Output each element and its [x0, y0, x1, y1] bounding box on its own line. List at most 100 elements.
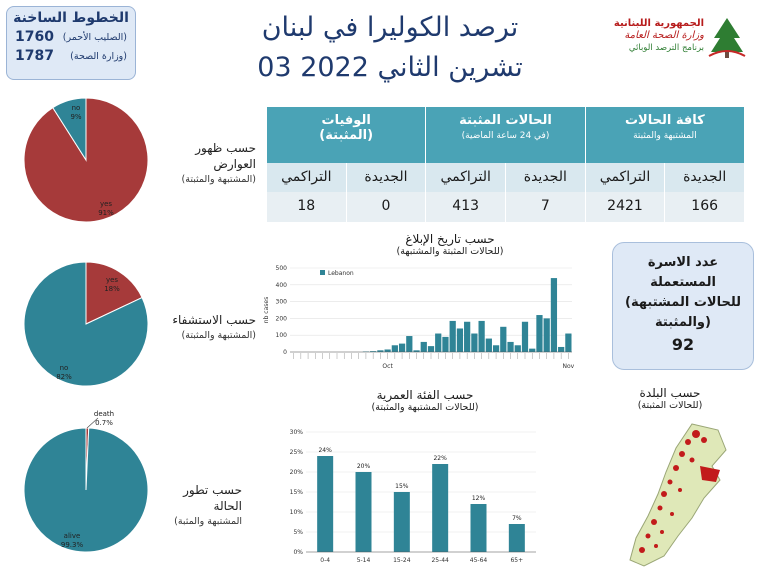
bar — [507, 341, 514, 352]
family-count: 92 — [671, 335, 695, 354]
bar — [543, 318, 550, 352]
label-line: العوارض — [213, 157, 256, 171]
pie-label: alive — [64, 532, 81, 540]
label-line: حسب تطور — [183, 483, 242, 497]
column-header: التراكمي — [425, 163, 505, 192]
summary-header: كافة الحالات المشتبهة والمثبتة الحالات ا… — [266, 107, 744, 163]
y-tick-label: 5% — [293, 529, 303, 536]
x-tick-label: 5-14 — [357, 557, 371, 564]
value-cell: 7 — [504, 192, 585, 222]
bar — [384, 349, 391, 352]
bar — [514, 345, 521, 352]
pie-pct: 99.3% — [61, 541, 84, 549]
x-tick-label: 65+ — [510, 557, 523, 564]
summary-values: 166 2421 7 413 0 18 — [265, 192, 744, 222]
bar — [470, 504, 487, 552]
x-tick-label: 0-4 — [320, 557, 330, 564]
family-line: عدد الاسرة — [647, 255, 719, 270]
map-subtitle: (للحالات المثبتة) — [637, 400, 703, 411]
legend-swatch — [320, 270, 325, 275]
y-tick-label: 15% — [290, 489, 304, 496]
hotline-title: الخطوط الساخنة — [13, 10, 129, 26]
header-title: كافة الحالات — [624, 113, 705, 128]
bar — [391, 345, 398, 352]
column-header: التراكمي — [584, 163, 665, 192]
bar — [500, 326, 507, 352]
value-cell: 166 — [664, 192, 744, 222]
y-tick-label: 0% — [293, 549, 303, 556]
summary-table: كافة الحالات المشتبهة والمثبتة الحالات ا… — [265, 107, 744, 223]
age-chart-title: حسب الفئة العمرية (للحالات المشتبهة والم… — [300, 388, 550, 413]
value-cell: 413 — [425, 192, 505, 222]
bar — [529, 348, 536, 352]
map-title: حسب البلدة — [639, 386, 701, 400]
hospital-label: حسب الاستشفاء (المشتبهة والمثبتة) — [160, 312, 256, 344]
chart-subtitle: (للحالات المشتبهة والمثبتة) — [371, 402, 479, 413]
pie-slice-yes — [85, 261, 143, 325]
hotline-row-redcross: 1760 (الصليب الأحمر) — [7, 29, 135, 45]
x-tick-label: Oct — [382, 363, 393, 370]
ministry-logo: الجمهورية اللبنانية وزارة الصحة العامة ب… — [598, 14, 754, 64]
hotline-box: الخطوط الساخنة 1760 (الصليب الأحمر) 1787… — [6, 6, 136, 80]
y-tick-label: 100 — [276, 332, 288, 339]
bar — [406, 336, 413, 352]
cedar-icon — [708, 18, 746, 58]
bar — [377, 350, 384, 352]
bar — [558, 346, 565, 352]
bar — [536, 315, 543, 352]
data-label: 22% — [433, 455, 447, 462]
value-cell: 0 — [345, 192, 426, 222]
column-header: التراكمي — [265, 163, 346, 192]
hotline-row-ministry: 1787 (وزارة الصحة) — [7, 48, 135, 64]
y-tick-label: 500 — [276, 265, 288, 272]
value-cell: 18 — [265, 192, 346, 222]
x-tick-label: 15-24 — [393, 557, 411, 564]
label-line: حسب الاستشفاء — [172, 313, 256, 327]
bar — [442, 336, 449, 352]
column-header: الجديدة — [504, 163, 585, 192]
pie-slice-alive — [23, 427, 149, 553]
bar — [565, 333, 572, 352]
bar — [435, 333, 442, 352]
chart-subtitle: (للحالات المثبتة والمشتبهة) — [396, 246, 504, 257]
chart-title: حسب الفئة العمرية — [376, 388, 474, 402]
bar — [420, 341, 427, 352]
chart-title: حسب تاريخ الإبلاغ — [405, 232, 495, 246]
bar — [413, 350, 420, 352]
pie-pct: 9% — [70, 113, 81, 121]
data-label: 7% — [512, 515, 522, 522]
hotline-label: (وزارة الصحة) — [70, 51, 127, 62]
header-title: الوفيات — [321, 113, 371, 128]
family-title: عدد الاسرة المستعملة (للحالات المشتبهة و… — [613, 253, 753, 333]
hotline-number: 1760 — [15, 29, 54, 45]
bar — [521, 321, 529, 352]
label-sub: (المشتبهة والمثبتة) — [181, 174, 256, 185]
bar — [485, 338, 492, 352]
y-tick-label: 10% — [290, 509, 304, 516]
bar — [427, 346, 435, 352]
data-label: 15% — [395, 483, 409, 490]
report-date-chart: 0 100 200 300 400 500 Oct Nov nb cases Lebanon — [263, 265, 575, 370]
pie-pct: 91% — [98, 209, 114, 217]
pie-pct: 18% — [104, 285, 120, 293]
logo-line-1: الجمهورية اللبنانية — [613, 18, 704, 29]
y-tick-label: 20% — [290, 469, 304, 476]
header-subtitle: (المثبتة) — [319, 128, 374, 143]
family-line: المستعملة — [650, 275, 716, 290]
header-all-cases: كافة الحالات المشتبهة والمثبتة — [584, 107, 744, 163]
bar — [471, 333, 478, 352]
legend-label: Lebanon — [328, 270, 354, 277]
data-label: 20% — [357, 463, 371, 470]
header-deaths: الوفيات (المثبتة) — [266, 107, 425, 163]
data-label: 12% — [472, 495, 486, 502]
map-label: حسب البلدة (للحالات المثبتة) — [620, 386, 720, 411]
x-tick-label: Nov — [563, 363, 575, 370]
bar — [317, 456, 334, 552]
y-tick-label: 200 — [276, 315, 288, 322]
pie-label: yes — [106, 276, 118, 284]
column-header: الجديدة — [345, 163, 426, 192]
bar — [508, 524, 525, 552]
column-header: الجديدة — [664, 163, 744, 192]
